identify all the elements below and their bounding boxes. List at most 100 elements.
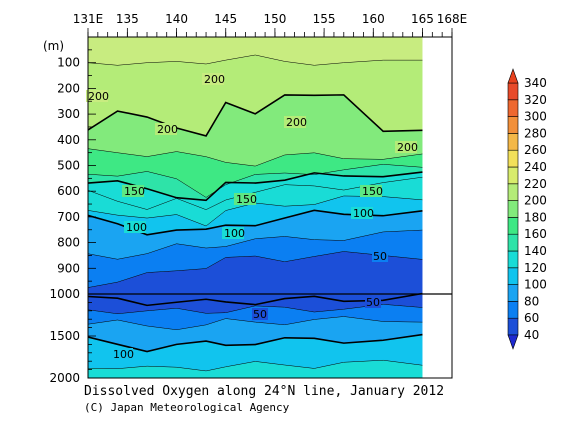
colorbar-swatch — [507, 317, 519, 336]
colorbar-swatch — [507, 301, 519, 319]
y-tick-label: 1500 — [49, 329, 80, 343]
x-tick-label: 135 — [116, 12, 139, 26]
y-axis: 100 200 300 400 500 600 700 800 900 1000 1500 2000 — [49, 36, 96, 385]
colorbar-swatch — [507, 267, 519, 285]
credit-text: (C) Japan Meteorological Agency — [84, 401, 290, 414]
y-tick-label: 700 — [57, 210, 80, 224]
colorbar-swatch — [507, 233, 519, 252]
colorbar-tick-label: 180 — [524, 210, 547, 224]
contour-label: 50 — [366, 296, 380, 309]
contour-label: 200 — [88, 90, 109, 103]
contour-line — [88, 148, 423, 167]
colorbar-swatch — [507, 284, 519, 302]
colorbar-tick-label: 240 — [524, 160, 547, 174]
contour-line — [88, 251, 423, 288]
x-tick-label: 145 — [214, 12, 237, 26]
contour-label: 150 — [362, 185, 383, 198]
contour-line — [88, 229, 423, 260]
contour-label: 200 — [157, 123, 178, 136]
y-unit-label: (m) — [43, 39, 64, 53]
colorbar-tick-label: 220 — [524, 177, 547, 191]
y-tick-label: 2000 — [49, 371, 80, 385]
contour-label: 200 — [286, 116, 307, 129]
colorbar-swatch — [507, 149, 519, 168]
colorbar-tick-label: 140 — [524, 244, 547, 258]
y-tick-label: 100 — [57, 56, 80, 70]
colorbar-tick-label: 260 — [524, 143, 547, 157]
oxygen-band — [88, 94, 423, 167]
contour-label: 100 — [126, 221, 147, 234]
contour-line — [88, 164, 423, 198]
contour-label: 100 — [353, 207, 374, 220]
colorbar-swatch — [507, 99, 519, 117]
colorbar-tick-label: 320 — [524, 93, 547, 107]
oxygen-bands — [88, 37, 452, 378]
colorbar-tick-label: 160 — [524, 227, 547, 241]
contour-line — [88, 359, 423, 372]
oxygen-band — [88, 210, 423, 260]
oxygen-band — [88, 172, 423, 210]
colorbar-swatch — [507, 250, 519, 269]
y-tick-label: 200 — [57, 81, 80, 95]
colorbar-swatch — [507, 200, 519, 218]
oxygen-band — [88, 195, 423, 235]
y-tick-label: 400 — [57, 133, 80, 147]
colorbar-swatch — [507, 217, 519, 235]
x-tick-label: 165 — [411, 12, 434, 26]
contour-line — [88, 333, 423, 353]
contour-label: 100 — [224, 227, 245, 240]
colorbar-tick-label: 280 — [524, 126, 547, 140]
contour-line — [88, 94, 423, 137]
contour-line — [88, 304, 423, 315]
x-axis: 131E 135 140 145 150 155 160 165 168E — [73, 12, 467, 37]
x-tick-label: 160 — [362, 12, 385, 26]
contour-line — [88, 316, 423, 331]
x-tick-label: 155 — [313, 12, 336, 26]
contour-label: 200 — [204, 73, 225, 86]
colorbar: 40 60 80 100 120 140 160 180 200 220 240 260 280 300 3… — [507, 68, 547, 350]
y-tick-label: 300 — [57, 107, 80, 121]
contour-label-group: 200 200 200 200 200 150 150 150 100 100 … — [86, 73, 418, 361]
oxygen-band — [88, 54, 423, 136]
no-data-strip — [422, 37, 452, 378]
colorbar-tick-label: 340 — [524, 76, 547, 90]
colorbar-swatch — [507, 82, 519, 101]
contour-line — [88, 195, 423, 227]
oxygen-band — [88, 251, 423, 306]
colorbar-tick-label: 120 — [524, 261, 547, 275]
chart-title: Dissolved Oxygen along 24°N line, Januar… — [84, 384, 444, 399]
colorbar-swatch — [507, 166, 519, 185]
plot-frame — [87, 36, 453, 379]
y-tick-label: 800 — [57, 236, 80, 250]
colorbar-tick-label: 100 — [524, 278, 547, 292]
contour-label: 50 — [253, 308, 267, 321]
contour-label: 150 — [124, 185, 145, 198]
colorbar-over-arrow — [507, 68, 519, 84]
y-tick-label: 900 — [57, 261, 80, 275]
colorbar-swatch — [507, 183, 519, 201]
oxygen-band — [88, 316, 423, 352]
oxygen-band — [88, 148, 423, 198]
colorbar-tick-label: 40 — [524, 328, 539, 342]
colorbar-tick-label: 200 — [524, 194, 547, 208]
x-tick-label: 140 — [165, 12, 188, 26]
colorbar-swatch — [507, 116, 519, 134]
oxygen-band — [88, 360, 423, 378]
colorbar-tick-label: 60 — [524, 311, 539, 325]
colorbar-under-arrow — [507, 334, 519, 350]
contour-label: 50 — [373, 250, 387, 263]
contour-line — [88, 54, 423, 66]
oxygen-band — [88, 293, 423, 314]
y-tick-label: 600 — [57, 184, 80, 198]
x-tick-label: 150 — [263, 12, 286, 26]
contour-lines — [88, 54, 423, 372]
y-tick-label: 1000 — [49, 287, 80, 301]
colorbar-tick-label: 80 — [524, 294, 539, 308]
x-tick-label: 131E — [73, 12, 104, 26]
oxygen-band — [88, 334, 423, 371]
y-tick-label: 500 — [57, 159, 80, 173]
contour-line — [88, 292, 423, 307]
colorbar-swatch — [507, 133, 519, 151]
contour-label: 100 — [113, 348, 134, 361]
